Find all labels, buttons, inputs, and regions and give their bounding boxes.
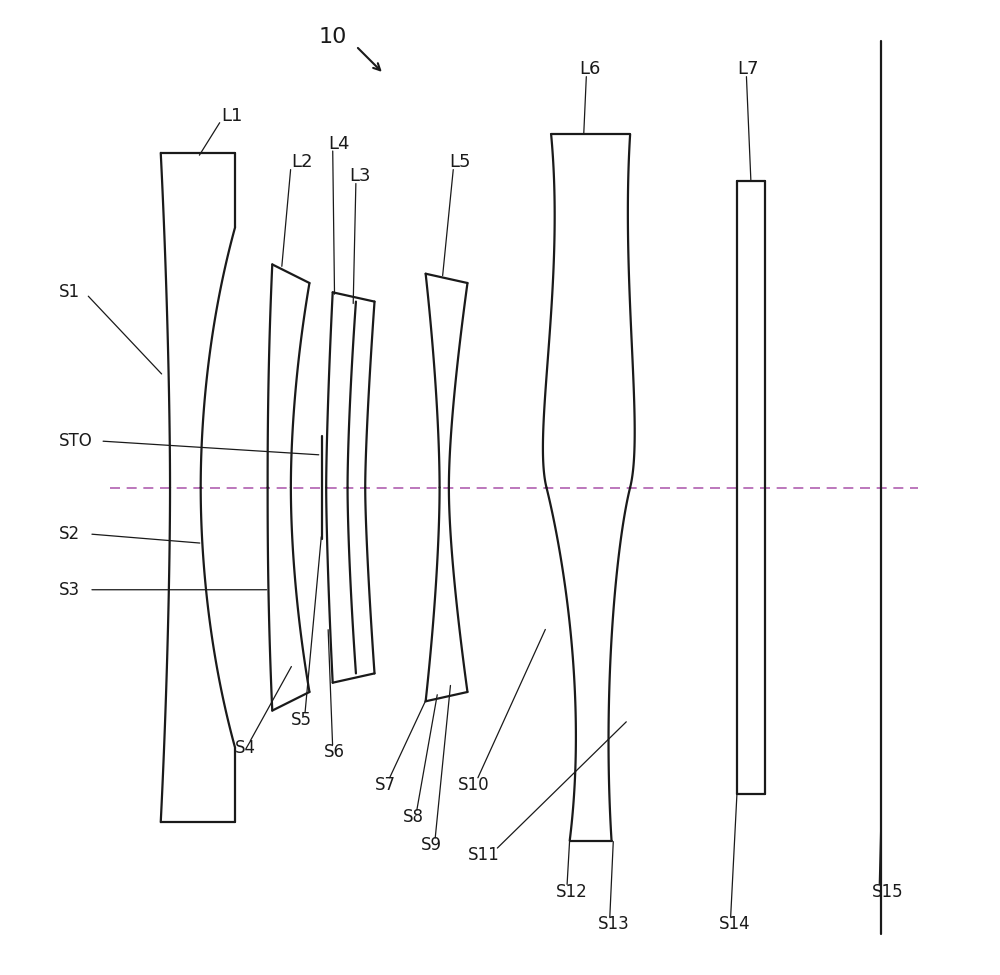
Text: S13: S13 (598, 916, 629, 933)
Text: STO: STO (58, 432, 92, 450)
Text: L2: L2 (291, 153, 312, 172)
Text: S15: S15 (872, 882, 903, 901)
Text: S14: S14 (718, 916, 750, 933)
Text: L7: L7 (737, 60, 759, 78)
Text: L5: L5 (449, 153, 470, 172)
Text: S9: S9 (421, 837, 442, 854)
Text: S3: S3 (58, 581, 80, 599)
Text: S7: S7 (375, 776, 396, 794)
Text: L1: L1 (221, 106, 243, 125)
Text: S6: S6 (323, 743, 344, 761)
Text: S4: S4 (235, 739, 256, 757)
Text: S11: S11 (467, 845, 499, 864)
Text: S5: S5 (291, 711, 312, 729)
Text: L6: L6 (579, 60, 600, 78)
Text: S12: S12 (556, 882, 588, 901)
Text: L3: L3 (349, 167, 371, 185)
Text: S1: S1 (58, 284, 80, 301)
Text: S2: S2 (58, 525, 80, 543)
Text: S8: S8 (402, 808, 423, 827)
Text: S10: S10 (458, 776, 490, 794)
Text: 10: 10 (319, 26, 347, 47)
Text: L4: L4 (328, 135, 350, 153)
